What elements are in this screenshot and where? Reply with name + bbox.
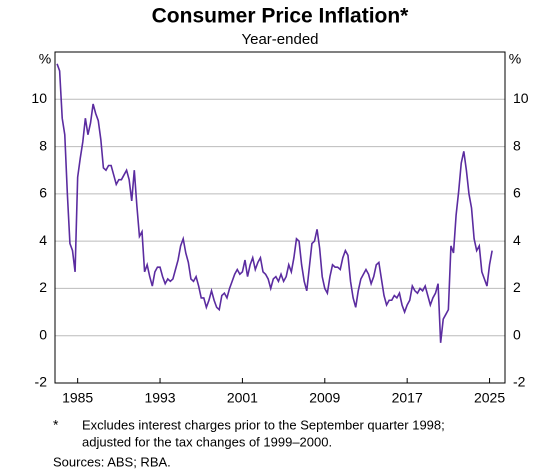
chart-subtitle: Year-ended [241, 31, 318, 48]
x-tick-label: 2001 [227, 390, 258, 406]
y-tick-label: 6 [39, 185, 47, 201]
x-tick-label: 2017 [392, 390, 423, 406]
unit-label: % [39, 51, 51, 67]
footnote: Excludes interest charges prior to the S… [82, 417, 445, 432]
y-tick-label: 6 [513, 185, 521, 201]
plot-frame [54, 51, 506, 384]
x-tick-label: 1985 [62, 390, 93, 406]
line-series [56, 63, 493, 343]
y-tick-label: 10 [513, 90, 529, 106]
y-tick-label: -2 [513, 374, 526, 390]
x-tick-label: 2025 [474, 390, 505, 406]
x-tick-label: 2009 [309, 390, 340, 406]
y-tick-label: 4 [513, 232, 521, 248]
source: Sources: ABS; RBA. [53, 454, 171, 469]
y-tick-label: 2 [39, 279, 47, 295]
y-tick-label: 0 [39, 326, 47, 342]
y-tick-label: 10 [31, 90, 47, 106]
y-tick-label: 2 [513, 279, 521, 295]
y-tick-label: 4 [39, 232, 47, 248]
y-tick-label: 8 [39, 137, 47, 153]
x-tick-label: 1993 [144, 390, 175, 406]
unit-label: % [509, 51, 521, 67]
y-tick-label: 0 [513, 326, 521, 342]
footnote: adjusted for the tax changes of 1999–200… [82, 434, 332, 449]
y-tick-label: 8 [513, 137, 521, 153]
chart-title: Consumer Price Inflation* [152, 5, 410, 28]
y-tick-label: -2 [35, 374, 48, 390]
footnote-marker: * [53, 417, 59, 433]
